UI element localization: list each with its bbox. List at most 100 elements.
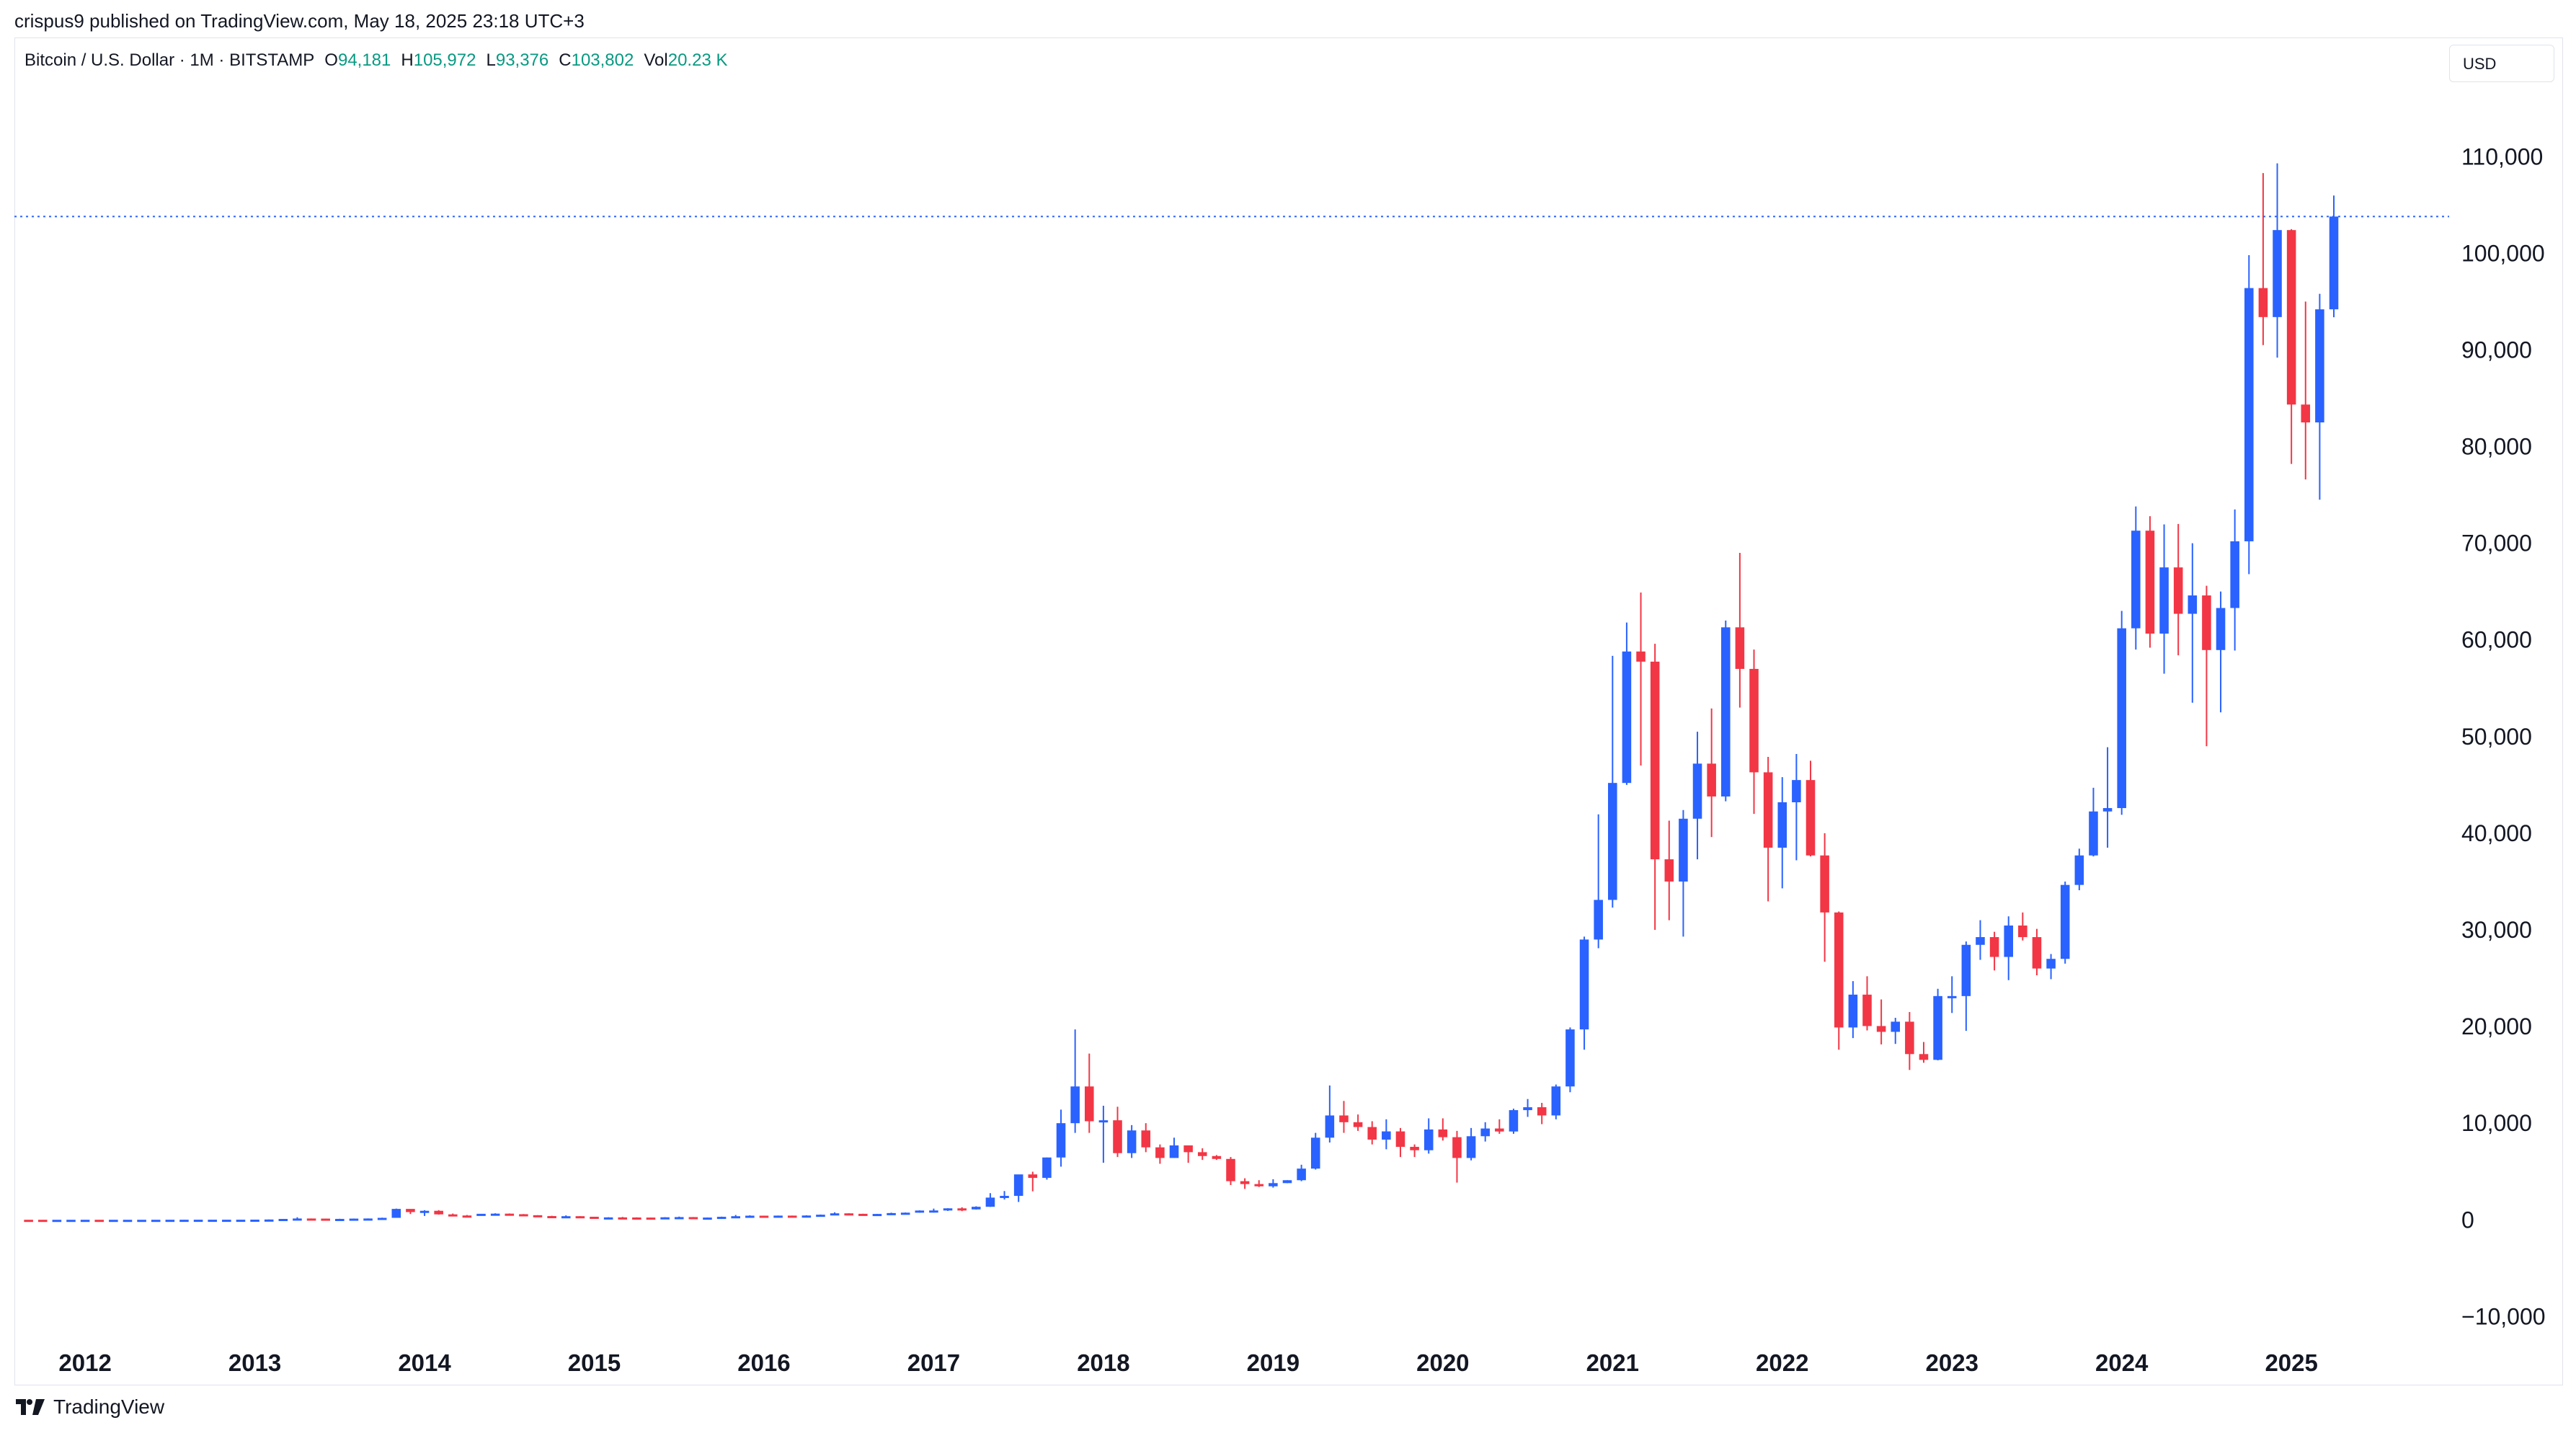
- candle[interactable]: [787, 1215, 797, 1218]
- candle[interactable]: [1155, 1144, 1165, 1164]
- candle[interactable]: [1085, 1053, 1094, 1133]
- candle[interactable]: [1537, 1103, 1547, 1124]
- candle[interactable]: [1325, 1085, 1335, 1143]
- candle[interactable]: [1919, 1042, 1929, 1063]
- candle[interactable]: [801, 1215, 812, 1218]
- candle[interactable]: [1000, 1191, 1009, 1200]
- candle[interactable]: [165, 1220, 175, 1223]
- candle[interactable]: [406, 1209, 415, 1215]
- candle[interactable]: [2089, 787, 2098, 857]
- candle[interactable]: [1183, 1145, 1193, 1163]
- candle[interactable]: [1070, 1029, 1080, 1133]
- candle[interactable]: [462, 1215, 472, 1218]
- candle[interactable]: [66, 1220, 76, 1223]
- candle[interactable]: [1410, 1144, 1419, 1158]
- candle[interactable]: [1127, 1124, 1137, 1158]
- candle[interactable]: [1792, 753, 1801, 861]
- candle[interactable]: [1891, 1018, 1901, 1044]
- candle[interactable]: [674, 1216, 684, 1220]
- candle[interactable]: [1806, 760, 1816, 857]
- tradingview-brand[interactable]: TradingView: [14, 1396, 164, 1419]
- candle[interactable]: [759, 1215, 769, 1218]
- candle[interactable]: [1636, 593, 1645, 766]
- candle[interactable]: [2117, 611, 2126, 815]
- candle[interactable]: [2202, 585, 2211, 747]
- candle[interactable]: [1240, 1178, 1250, 1189]
- candle[interactable]: [533, 1215, 543, 1217]
- candle[interactable]: [1976, 920, 1985, 960]
- candle[interactable]: [618, 1217, 628, 1220]
- candle[interactable]: [1551, 1084, 1561, 1119]
- candle[interactable]: [2286, 229, 2296, 464]
- candle[interactable]: [2315, 293, 2324, 500]
- candle[interactable]: [2258, 173, 2268, 345]
- candle[interactable]: [2060, 881, 2070, 964]
- candle[interactable]: [1438, 1118, 1448, 1141]
- candle[interactable]: [519, 1214, 528, 1217]
- candle[interactable]: [264, 1219, 274, 1222]
- candle[interactable]: [1763, 756, 1773, 902]
- candle[interactable]: [2188, 543, 2198, 703]
- candle[interactable]: [222, 1220, 231, 1223]
- candle[interactable]: [1989, 931, 1999, 971]
- candle[interactable]: [236, 1220, 246, 1223]
- candle[interactable]: [716, 1216, 727, 1220]
- candle[interactable]: [1495, 1119, 1504, 1134]
- candle[interactable]: [590, 1216, 599, 1219]
- candle[interactable]: [94, 1220, 105, 1223]
- candle[interactable]: [391, 1208, 401, 1218]
- candle[interactable]: [505, 1213, 515, 1216]
- currency-button[interactable]: USD: [2449, 45, 2554, 82]
- candle[interactable]: [688, 1217, 698, 1220]
- candle[interactable]: [900, 1212, 910, 1215]
- candle[interactable]: [306, 1218, 316, 1221]
- candle[interactable]: [1056, 1109, 1066, 1167]
- candle[interactable]: [830, 1212, 840, 1216]
- candle[interactable]: [2230, 509, 2239, 651]
- candle[interactable]: [137, 1220, 146, 1223]
- candle[interactable]: [1707, 708, 1716, 838]
- candle[interactable]: [419, 1210, 430, 1216]
- candle[interactable]: [434, 1210, 443, 1215]
- candle[interactable]: [1310, 1132, 1320, 1170]
- candle[interactable]: [1254, 1180, 1264, 1187]
- candle[interactable]: [2301, 301, 2311, 480]
- candle[interactable]: [575, 1216, 585, 1219]
- candle[interactable]: [1848, 981, 1858, 1039]
- candle[interactable]: [1862, 976, 1872, 1031]
- candle[interactable]: [1961, 941, 1971, 1032]
- candle[interactable]: [957, 1207, 967, 1212]
- candle[interactable]: [1820, 833, 1829, 962]
- candle[interactable]: [1565, 1027, 1575, 1093]
- candle[interactable]: [2273, 163, 2282, 358]
- candle[interactable]: [193, 1220, 203, 1223]
- candle[interactable]: [872, 1214, 882, 1217]
- candle[interactable]: [547, 1215, 556, 1219]
- candle[interactable]: [208, 1220, 217, 1223]
- candle[interactable]: [123, 1220, 133, 1223]
- candle[interactable]: [151, 1220, 161, 1223]
- candle[interactable]: [1509, 1109, 1519, 1134]
- candle[interactable]: [1452, 1130, 1462, 1183]
- candle[interactable]: [1905, 1011, 1914, 1070]
- candle[interactable]: [278, 1219, 288, 1222]
- candle[interactable]: [1735, 553, 1745, 708]
- candle[interactable]: [2173, 523, 2183, 656]
- candle[interactable]: [745, 1215, 755, 1218]
- candle[interactable]: [1141, 1123, 1151, 1153]
- candle[interactable]: [1269, 1179, 1278, 1188]
- candle[interactable]: [250, 1219, 259, 1222]
- candle[interactable]: [731, 1215, 741, 1219]
- candle[interactable]: [2145, 516, 2155, 648]
- candle[interactable]: [1424, 1118, 1434, 1154]
- candle[interactable]: [2046, 954, 2056, 980]
- candle[interactable]: [1098, 1106, 1109, 1163]
- candle[interactable]: [1282, 1180, 1292, 1184]
- candle[interactable]: [2329, 195, 2339, 318]
- candle[interactable]: [1579, 936, 1589, 1050]
- candle[interactable]: [1608, 655, 1617, 908]
- candle[interactable]: [2131, 506, 2141, 650]
- candle[interactable]: [703, 1217, 712, 1220]
- candle[interactable]: [561, 1215, 571, 1219]
